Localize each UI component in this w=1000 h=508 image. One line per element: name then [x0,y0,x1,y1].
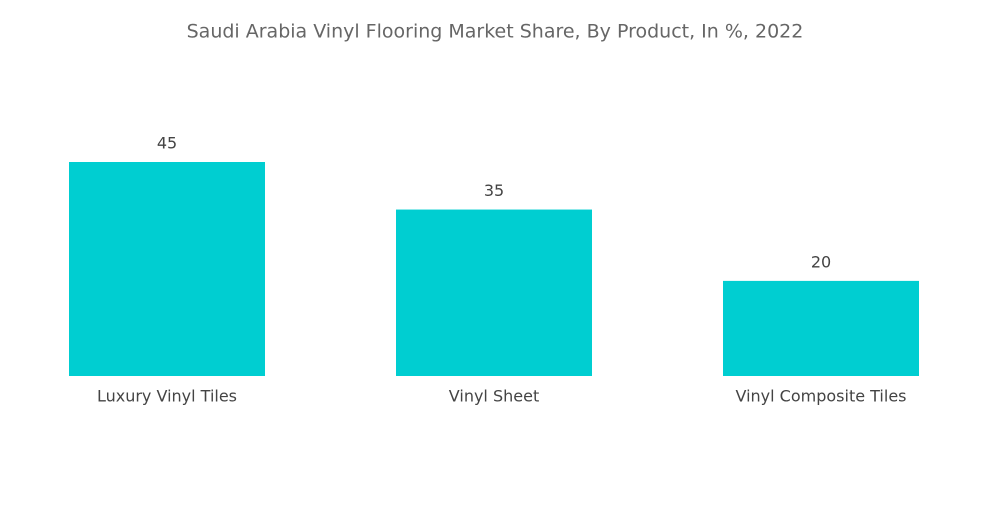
value-label: 20 [811,252,831,271]
chart-title: Saudi Arabia Vinyl Flooring Market Share… [187,21,804,43]
value-label: 35 [484,181,504,200]
x-tick-label: Vinyl Sheet [449,387,539,406]
bar [69,162,265,376]
value-label: 45 [157,134,177,153]
x-tick-label: Luxury Vinyl Tiles [97,387,237,406]
bar [396,209,592,376]
bar [723,280,919,376]
x-tick-label: Vinyl Composite Tiles [735,387,906,406]
